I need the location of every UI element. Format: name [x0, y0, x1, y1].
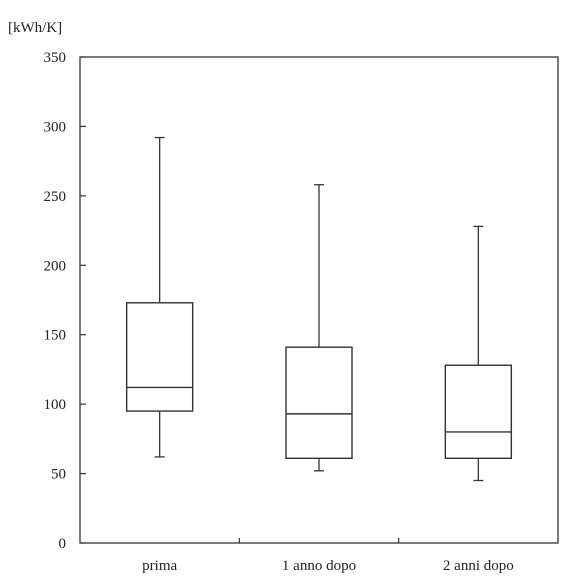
x-axis: prima 1 anno dopo 2 anni dopo — [142, 538, 514, 574]
y-tick-label: 300 — [44, 119, 67, 135]
box-iqr — [444, 364, 513, 459]
y-tick-label: 200 — [44, 258, 67, 274]
x-category-label: 2 anni dopo — [443, 558, 514, 574]
box-iqr — [125, 302, 194, 412]
boxes-group — [125, 136, 513, 482]
box-3 — [444, 225, 513, 482]
box-2 — [285, 184, 353, 472]
y-tick-label: 350 — [44, 50, 67, 66]
x-category-label: 1 anno dopo — [282, 558, 356, 574]
plot-frame — [79, 56, 559, 544]
x-category-label: prima — [142, 558, 177, 574]
y-tick-label: 100 — [44, 397, 67, 413]
y-unit-label: [kWh/K] — [8, 20, 62, 36]
y-tick-label: 50 — [51, 467, 66, 483]
box-iqr — [285, 346, 353, 459]
box-1 — [125, 136, 194, 458]
y-tick-label: 0 — [59, 536, 67, 552]
y-tick-label: 150 — [44, 328, 67, 344]
y-axis: 0 50 100 150 200 250 300 350 — [44, 50, 86, 552]
y-tick-label: 250 — [44, 189, 67, 205]
